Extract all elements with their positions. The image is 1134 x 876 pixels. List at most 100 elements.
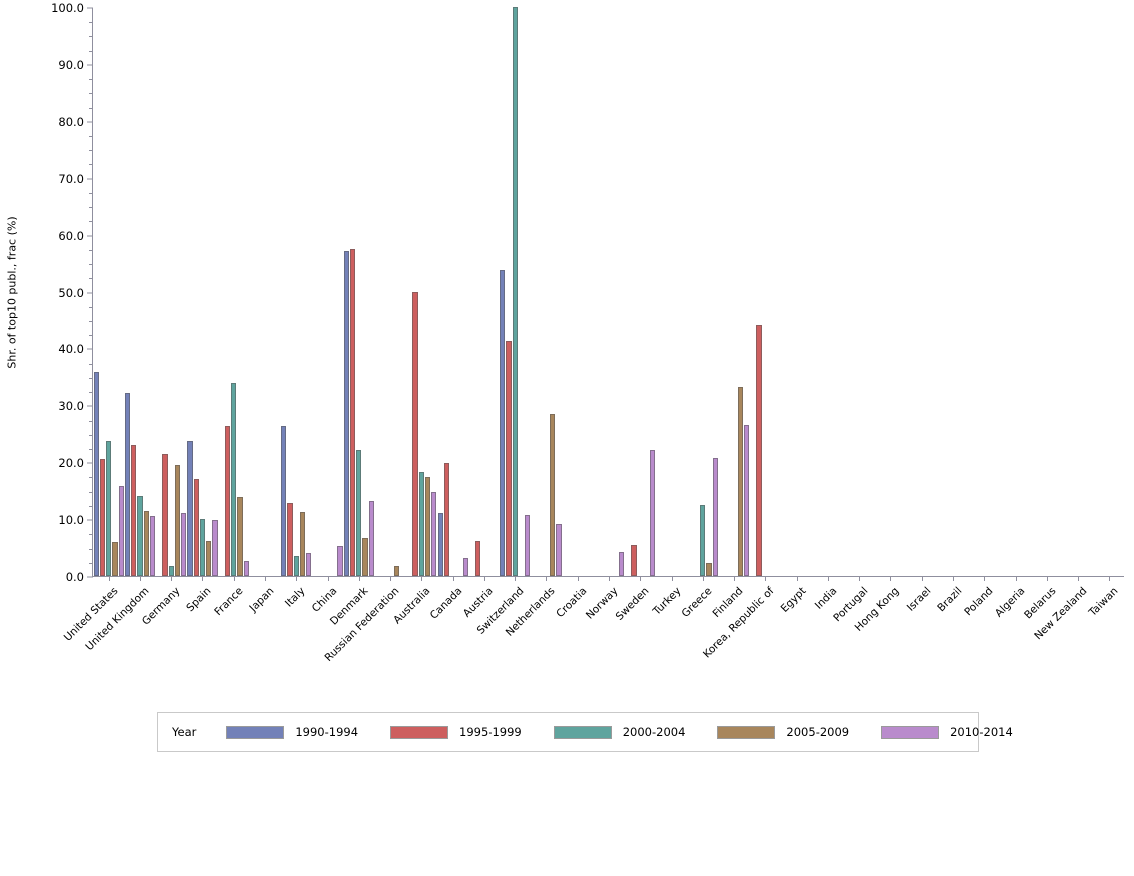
bar-group [249,8,280,576]
bar-group [218,8,249,576]
bar [556,523,562,576]
bar [124,392,131,576]
legend-title: Year [172,725,197,739]
bar [162,454,168,576]
y-minor-tick-mark [89,192,93,194]
bar [462,557,468,576]
y-minor-tick-mark [89,107,93,109]
legend-label: 1995-1999 [459,725,522,739]
bar [299,511,306,576]
y-minor-tick-mark [89,264,93,266]
bar [137,496,143,576]
y-tick-mark [87,519,93,521]
legend-label: 1990-1994 [295,725,359,739]
x-tick-mark [233,576,235,581]
y-tick-label: 80.0 [58,114,84,129]
x-tick-mark [452,576,454,581]
y-tick-label: 20.0 [58,456,84,471]
y-axis-title-text: Shr. of top10 publ., frac (%) [5,216,19,369]
legend-swatch [226,725,285,739]
bar [193,478,199,576]
bar [131,444,137,576]
bar-group [812,8,843,576]
legend-entry[interactable]: 2000-2004 [553,725,686,739]
bar [650,449,656,576]
y-minor-tick-mark [89,150,93,152]
bar-group [969,8,1000,576]
bar [437,513,443,576]
bar [287,502,293,576]
y-minor-tick-mark [89,448,93,450]
bar-group [906,8,937,576]
chart-canvas: Shr. of top10 publ., frac (%) 0.0 10.0 20.… [5,1,1125,752]
legend-swatch [717,725,776,739]
y-minor-tick-mark [89,377,93,379]
x-tick-mark [483,576,485,581]
x-tick-mark [671,576,673,581]
bar-group [781,8,812,576]
legend-entry[interactable]: 1990-1994 [226,725,358,739]
bar [199,518,206,576]
legend-entry[interactable]: 2010-2014 [881,725,1013,739]
legend-swatch [881,725,940,739]
bar-group [187,8,218,576]
bar-group [406,8,437,576]
y-minor-tick-mark [89,164,93,166]
legend-entry[interactable]: 1995-1999 [390,725,522,739]
bar [431,492,437,576]
x-tick-mark [108,576,110,581]
x-tick-mark [796,576,798,581]
bar-group [750,8,781,576]
bar-group [875,8,906,576]
bar [306,553,312,576]
y-minor-tick-mark [89,477,93,479]
bar-group [156,8,187,576]
y-tick-mark [87,235,93,237]
plot-area: 0.0 10.0 20.0 30.0 40.0 50.0 60.0 70.0 80.0 90.0 1… [51,1,1125,584]
bar [550,413,556,576]
y-minor-tick-mark [89,306,93,308]
bar [293,555,299,576]
y-tick-mark [87,7,93,9]
bar-group [562,8,593,576]
bar [206,541,212,576]
y-minor-tick-mark [89,22,93,24]
y-minor-tick-mark [89,505,93,507]
bar [212,520,218,576]
y-minor-tick-mark [89,207,93,209]
x-tick-mark [984,576,986,581]
y-tick-label: 100.0 [51,1,84,15]
bar-group [625,8,656,576]
y-minor-tick-mark [89,420,93,422]
y-tick-mark [87,121,93,123]
y-minor-tick-mark [89,562,93,564]
y-minor-tick-mark [89,93,93,95]
bar-group [1031,8,1062,576]
x-tick-mark [296,576,298,581]
bar-group [312,8,343,576]
bar-group [437,8,468,576]
y-minor-tick-mark [89,249,93,251]
bar [93,372,99,576]
bar-group [1062,8,1093,576]
bar-group [1094,8,1125,576]
legend-entries: 1990-1994 1995-1999 2000-2004 2005-2009 2010… [226,725,1044,739]
legend-label: 2010-2014 [950,725,1013,739]
y-tick-mark [87,405,93,407]
legend-label: 2000-2004 [622,725,686,739]
y-tick-mark [87,178,93,180]
bar [512,7,518,576]
bar [118,485,124,576]
bar [424,477,431,576]
y-minor-tick-mark [89,221,93,223]
x-tick-mark [765,576,767,581]
legend-entry[interactable]: 2005-2009 [717,725,849,739]
bar-group [374,8,405,576]
bar [525,515,531,576]
bar [187,440,193,576]
x-tick-mark [1078,576,1080,581]
chart-legend: Year 1990-1994 1995-1999 2000-2004 2005-200… [157,712,1013,752]
bar [356,449,362,576]
bar [362,537,368,576]
bar [412,292,418,576]
